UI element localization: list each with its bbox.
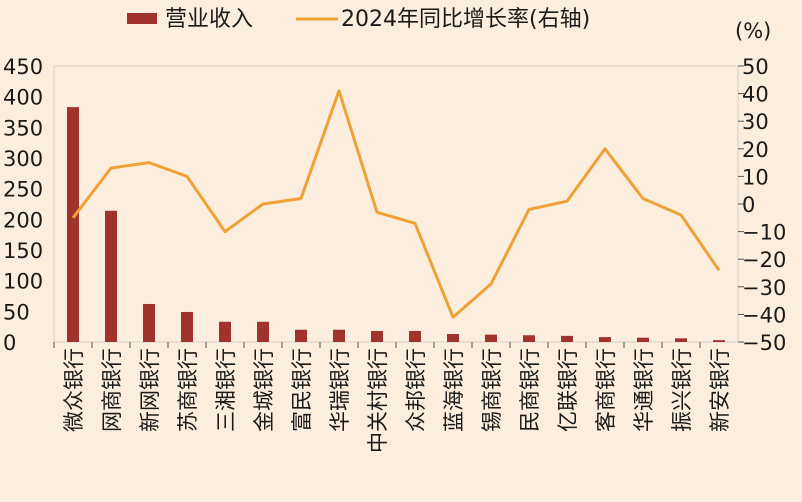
plot-frame — [53, 65, 739, 343]
category-label: 蓝海银行 — [442, 348, 466, 432]
category-label: 华通银行 — [632, 348, 656, 432]
category-label: 富民银行 — [290, 348, 314, 432]
right-axis-unit: (%) — [735, 19, 771, 43]
legend: 营业收入 2024年同比增长率(右轴) — [127, 7, 590, 32]
category-label: 众邦银行 — [404, 348, 428, 432]
revenue-bar — [371, 330, 383, 342]
revenue-bar — [523, 335, 535, 342]
left-tick-label: 350 — [3, 116, 43, 140]
right-tick-label: −30 — [742, 276, 786, 300]
right-tick-label: −40 — [742, 303, 786, 327]
legend-bar-label: 营业收入 — [165, 7, 253, 32]
left-tick-label: 0 — [3, 331, 16, 355]
category-label: 中关村银行 — [366, 348, 390, 453]
category-label: 华瑞银行 — [328, 348, 352, 432]
category-label: 锡商银行 — [480, 348, 504, 432]
category-label: 微众银行 — [62, 348, 86, 432]
category-label: 客商银行 — [594, 348, 618, 432]
revenue-bar — [713, 340, 725, 342]
right-tick-label: 10 — [742, 165, 769, 189]
revenue-bar — [181, 311, 193, 342]
revenue-bar — [257, 321, 269, 342]
revenue-bar — [333, 329, 345, 342]
right-tick-label: −10 — [742, 221, 786, 245]
category-label: 振兴银行 — [670, 348, 694, 432]
left-tick-label: 450 — [3, 55, 43, 79]
right-tick-label: 50 — [742, 55, 769, 79]
category-labels: 微众银行 网商银行 新网银行 苏商银行 三湘银行 金城银行 富民银行 华瑞银行 中关村银行 众邦银… — [53, 342, 732, 453]
left-tick-label: 400 — [3, 86, 43, 110]
growth-rate-line — [71, 89, 721, 319]
left-tick-label: 150 — [3, 239, 43, 263]
left-tick-label: 300 — [3, 147, 43, 171]
revenue-bar — [485, 334, 497, 342]
category-label: 民商银行 — [518, 348, 542, 432]
right-tick-label: −50 — [742, 331, 786, 355]
revenue-bar — [675, 338, 687, 342]
legend-bar-swatch — [127, 13, 157, 24]
right-axis: 50 40 30 20 10 0 −10 −20 −30 −40 −50 — [738, 55, 786, 355]
category-label: 亿联银行 — [556, 348, 580, 432]
revenue-bar — [219, 321, 231, 342]
revenue-bar — [409, 330, 421, 342]
category-label: 网商银行 — [100, 348, 124, 432]
left-tick-label: 250 — [3, 178, 43, 202]
right-tick-label: 30 — [742, 110, 769, 134]
revenue-bar — [143, 303, 155, 342]
revenue-bar — [295, 329, 307, 342]
category-label: 新安银行 — [708, 348, 732, 432]
revenue-bar — [599, 337, 611, 342]
right-tick-label: −20 — [742, 248, 786, 272]
left-tick-label: 100 — [3, 270, 43, 294]
right-tick-label: 20 — [742, 138, 769, 162]
right-tick-label: 0 — [742, 193, 755, 217]
bar-series — [67, 107, 725, 343]
category-label: 苏商银行 — [176, 348, 200, 432]
revenue-bar — [447, 334, 459, 342]
category-label: 金城银行 — [252, 348, 276, 432]
left-tick-label: 50 — [3, 300, 30, 324]
legend-line-label: 2024年同比增长率(右轴) — [341, 7, 590, 32]
left-tick-label: 200 — [3, 208, 43, 232]
revenue-bar — [105, 210, 117, 342]
revenue-bar — [67, 107, 79, 343]
right-tick-label: 40 — [742, 83, 769, 107]
revenue-bar — [637, 337, 649, 342]
left-axis: 450 400 350 300 250 200 150 100 50 0 — [3, 55, 43, 355]
revenue-bar — [561, 335, 573, 342]
category-label: 三湘银行 — [214, 348, 238, 432]
category-label: 新网银行 — [138, 348, 162, 432]
